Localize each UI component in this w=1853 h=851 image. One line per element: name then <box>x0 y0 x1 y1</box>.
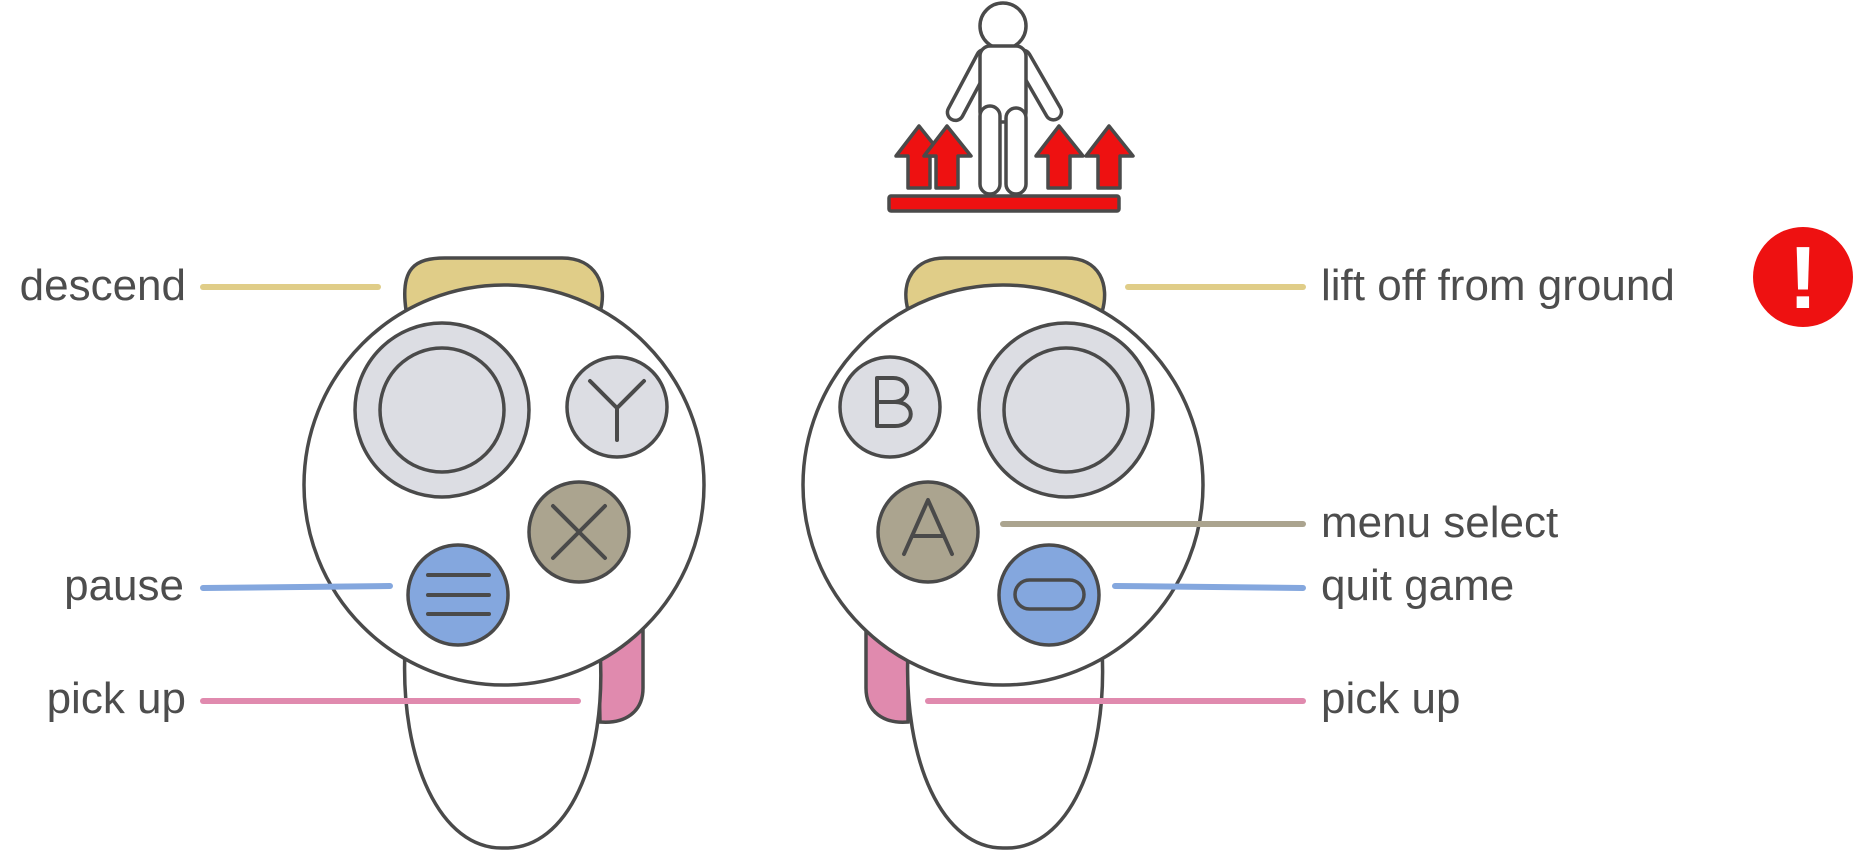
left-controller: Y <box>302 256 706 850</box>
person-left-leg <box>978 104 1002 196</box>
hamburger-icon <box>426 573 491 616</box>
warning-glyph: ! <box>1788 228 1817 327</box>
left-controller-body <box>302 283 706 687</box>
pause-leader <box>200 583 393 591</box>
quit-button[interactable] <box>997 543 1101 647</box>
right-controller <box>801 256 1205 850</box>
y-button[interactable]: Y <box>565 355 669 459</box>
b-button[interactable] <box>838 355 942 459</box>
quit-game-leader <box>1112 583 1306 591</box>
person-head <box>978 1 1028 51</box>
a-icon <box>902 498 954 556</box>
descend-label: descend <box>20 261 186 310</box>
lift-arrow-3 <box>1034 124 1085 190</box>
lift-arrow-1 <box>894 124 945 190</box>
a-button[interactable] <box>876 480 980 584</box>
lift-off-label: lift off from ground <box>1321 261 1675 310</box>
warning-icon: ! <box>1753 227 1853 327</box>
pick-up-left-label: pick up <box>47 674 186 723</box>
x-icon <box>551 504 607 560</box>
b-icon <box>875 376 913 428</box>
right-controller-body <box>801 283 1205 687</box>
pick-up-right-label: pick up <box>1321 674 1460 723</box>
menu-select-label: menu select <box>1321 498 1558 547</box>
person-lift-icon <box>887 1 1135 213</box>
lift-arrow-2 <box>922 124 973 190</box>
minus-pill-icon <box>1013 578 1086 611</box>
pause-label: pause <box>64 561 184 610</box>
lift-platform <box>887 194 1121 213</box>
lift-arrow-4 <box>1084 124 1135 190</box>
person-right-leg <box>1004 106 1028 196</box>
y-icon <box>588 379 646 442</box>
person-torso <box>978 44 1028 124</box>
left-thumbstick[interactable] <box>378 346 506 474</box>
right-thumbstick[interactable] <box>1002 346 1130 474</box>
pause-button[interactable] <box>406 543 510 647</box>
x-button[interactable] <box>527 480 631 584</box>
quit-game-label: quit game <box>1321 561 1514 610</box>
